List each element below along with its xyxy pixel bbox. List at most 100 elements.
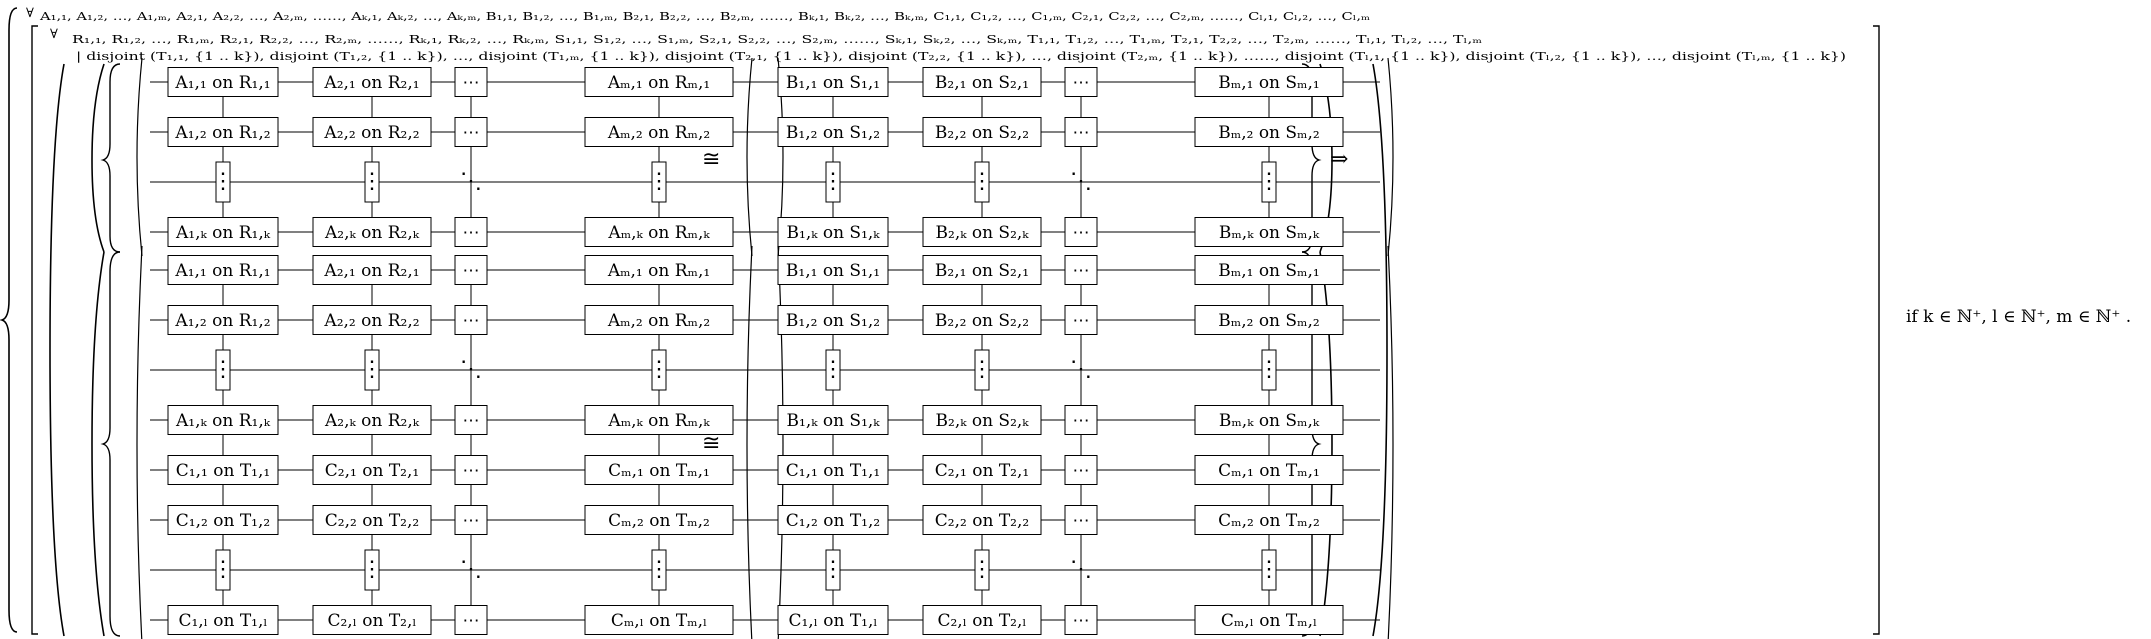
bottom-left-grid-brace bbox=[100, 251, 121, 637]
grid-cell-box bbox=[1064, 305, 1098, 335]
grid-cell-label: ⋯ bbox=[463, 123, 480, 143]
grid-cell-label: Bₘ,ₖ on Sₘ,ₖ bbox=[1219, 223, 1320, 243]
grid-cell-box bbox=[1261, 549, 1277, 591]
grid-cell-label: ⋯ bbox=[463, 511, 480, 531]
grid-cell-box bbox=[312, 505, 432, 535]
grid-cell-box bbox=[922, 305, 1042, 335]
grid-cell-label: A₁,ₖ on R₁,ₖ bbox=[175, 223, 271, 243]
grid-cell-box bbox=[584, 305, 734, 335]
grid-cell-box bbox=[651, 161, 667, 203]
grid-cell-box bbox=[454, 305, 488, 335]
outer-left-bracket bbox=[31, 25, 38, 635]
grid-cell-label: C₁,₂ on T₁,₂ bbox=[176, 511, 270, 531]
grid-cell-label: C₂,₁ on T₂,₁ bbox=[935, 461, 1029, 481]
grid-cell-box bbox=[1194, 505, 1344, 535]
bottom-right-grid: B₁,₁ on S₁,₁ B₂,₁ on S₂,₁ ⋯ Bₘ,₁ on Sₘ,₁ B₁,… bbox=[746, 245, 1394, 639]
grid-cell-box bbox=[777, 455, 889, 485]
grid-cell-box bbox=[167, 405, 279, 435]
grid-cell-label: ⋱ bbox=[460, 557, 482, 582]
grid-cell-box bbox=[777, 217, 889, 247]
grid-cell-label: ⋮ bbox=[361, 357, 383, 382]
conclusion-left-paren bbox=[91, 251, 105, 637]
grid-cell-box bbox=[215, 161, 231, 203]
grid-cell-box bbox=[651, 549, 667, 591]
grid-cell-label: ⋯ bbox=[463, 73, 480, 93]
grid-cell-box bbox=[312, 117, 432, 147]
grid-cell-label: C₁,₁ on T₁,₁ bbox=[176, 461, 270, 481]
grid-cell-label: ⋯ bbox=[1073, 411, 1090, 431]
grid-cell-box bbox=[922, 505, 1042, 535]
grid-cell-box bbox=[1064, 455, 1098, 485]
grid-cell-label: Cₘ,₂ on Tₘ,₂ bbox=[1218, 511, 1320, 531]
grid-cell-box bbox=[777, 605, 889, 635]
grid-cell-label: ⋯ bbox=[463, 411, 480, 431]
grid-cell-label: ⋮ bbox=[971, 557, 993, 582]
grid-cell-box bbox=[1194, 605, 1344, 635]
grid-cell-label: Aₘ,₁ on Rₘ,₁ bbox=[607, 261, 710, 281]
grid-cell-label: ⋱ bbox=[460, 169, 482, 194]
grid-cell-box bbox=[454, 505, 488, 535]
grid-cell-box bbox=[922, 117, 1042, 147]
grid-cell-label: ⋮ bbox=[1258, 357, 1280, 382]
grid-cell-label: Cₘ,ₗ on Tₘ,ₗ bbox=[1221, 611, 1317, 631]
grid-cell-label: A₁,₂ on R₁,₂ bbox=[174, 311, 270, 331]
grid-cell-box bbox=[922, 67, 1042, 97]
grid-cell-box bbox=[825, 161, 841, 203]
grid-right-paren bbox=[1387, 245, 1394, 639]
inner-forall: ∀ bbox=[50, 27, 58, 42]
grid-cell-label: Cₘ,₁ on Tₘ,₁ bbox=[1218, 461, 1320, 481]
grid-cell-box bbox=[167, 605, 279, 635]
grid-cell-box bbox=[584, 217, 734, 247]
grid-cell-box bbox=[167, 67, 279, 97]
grid-cell-box bbox=[1064, 405, 1098, 435]
grid-cell-label: B₁,₁ on S₁,₁ bbox=[786, 73, 880, 93]
grid-cell-label: ⋯ bbox=[463, 461, 480, 481]
grid-cell-label: ⋮ bbox=[212, 357, 234, 382]
grid-cell-label: ⋯ bbox=[1073, 223, 1090, 243]
grid-cell-box bbox=[922, 255, 1042, 285]
grid-cell-label: B₂,₁ on S₂,₁ bbox=[935, 73, 1029, 93]
grid-cell-box bbox=[167, 505, 279, 535]
grid-cell-label: ⋱ bbox=[1070, 557, 1092, 582]
grid-cell-box bbox=[454, 67, 488, 97]
grid-right-paren bbox=[777, 245, 784, 639]
grid-cell-box bbox=[364, 161, 380, 203]
top-left-grid: A₁,₁ on R₁,₁ A₂,₁ on R₂,₁ ⋯ Aₘ,₁ on Rₘ,₁ A₁,… bbox=[136, 57, 784, 257]
grid-cell-label: B₂,₁ on S₂,₁ bbox=[935, 261, 1029, 281]
grid-left-paren bbox=[746, 57, 753, 257]
grid-cell-box bbox=[974, 549, 990, 591]
grid-cell-box bbox=[312, 217, 432, 247]
disjoint-condition: | disjoint (T₁,₁, {1 .. k}), disjoint (T… bbox=[76, 50, 1846, 64]
grid-cell-label: A₁,₁ on R₁,₁ bbox=[174, 261, 270, 281]
grid-cell-label: Bₘ,₁ on Sₘ,₁ bbox=[1218, 261, 1319, 281]
grid-cell-label: A₁,₁ on R₁,₁ bbox=[174, 73, 270, 93]
grid-cell-label: ⋮ bbox=[212, 557, 234, 582]
grid-cell-label: B₁,₂ on S₁,₂ bbox=[786, 123, 880, 143]
grid-cell-label: ⋯ bbox=[1073, 73, 1090, 93]
grid-cell-label: ⋱ bbox=[460, 357, 482, 382]
grid-cell-box bbox=[312, 405, 432, 435]
top-right-grid: B₁,₁ on S₁,₁ B₂,₁ on S₂,₁ ⋯ Bₘ,₁ on Sₘ,₁ B₁,… bbox=[746, 57, 1394, 257]
grid-cell-label: ⋮ bbox=[971, 357, 993, 382]
grid-cell-label: ⋮ bbox=[971, 169, 993, 194]
grid-cell-box bbox=[1194, 255, 1344, 285]
premise-left-paren bbox=[91, 63, 105, 253]
grid-cell-label: B₂,ₖ on S₂,ₖ bbox=[936, 223, 1030, 243]
side-condition: if k ∈ ℕ⁺, l ∈ ℕ⁺, m ∈ ℕ⁺ . bbox=[1906, 307, 2131, 327]
grid-cell-label: ⋯ bbox=[463, 261, 480, 281]
grid-cell-box bbox=[1194, 217, 1344, 247]
grid-cell-label: C₂,ₗ on T₂,ₗ bbox=[937, 611, 1026, 631]
grid-cell-box bbox=[777, 117, 889, 147]
grid-cell-label: ⋮ bbox=[648, 169, 670, 194]
implies-symbol: ⇒ bbox=[1330, 147, 1348, 172]
grid-cell-label: Cₘ,ₗ on Tₘ,ₗ bbox=[611, 611, 707, 631]
grid-cell-label: ⋯ bbox=[1073, 123, 1090, 143]
grid-cell-box bbox=[1194, 117, 1344, 147]
top-left-grid-brace bbox=[100, 63, 121, 253]
grid-cell-label: C₁,ₗ on T₁,ₗ bbox=[178, 611, 267, 631]
grid-cell-box bbox=[1064, 217, 1098, 247]
grid-cell-label: Aₘ,₁ on Rₘ,₁ bbox=[607, 73, 710, 93]
grid-cell-label: ⋱ bbox=[1070, 169, 1092, 194]
grid-cell-label: ⋯ bbox=[463, 223, 480, 243]
